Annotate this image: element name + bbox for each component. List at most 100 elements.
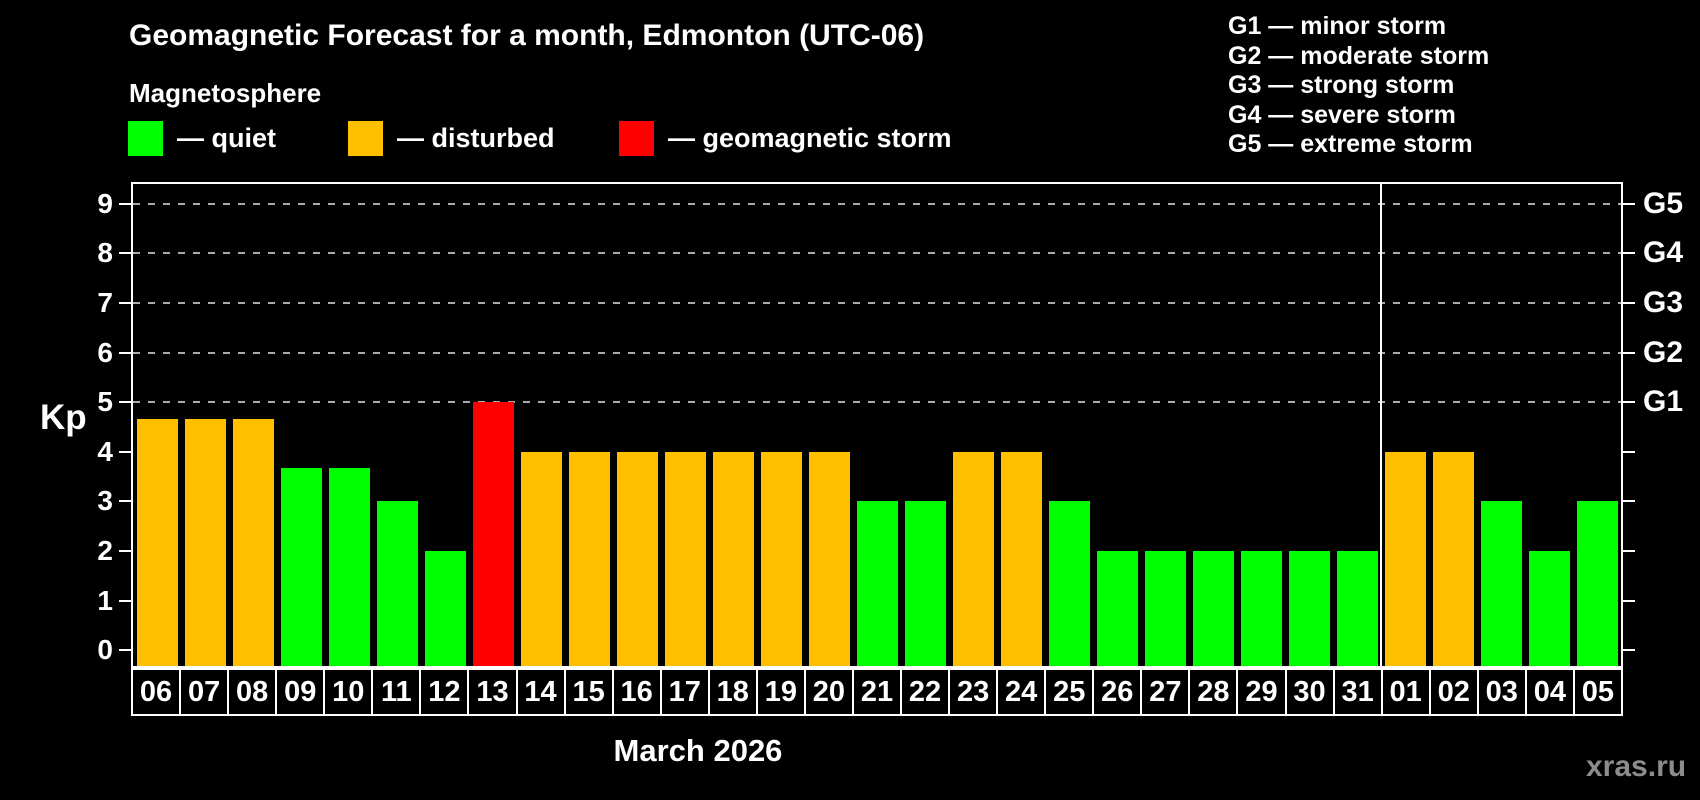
g5-legend-line: G5 — extreme storm [1228, 130, 1473, 159]
day-label-cell-17: 17 [659, 668, 710, 716]
kp-bar-day-31 [1336, 550, 1378, 666]
y-tick-left-9 [119, 202, 131, 205]
kp-bar-day-29 [1240, 550, 1282, 666]
g4-legend-line: G4 — severe storm [1228, 100, 1456, 129]
legend-label-quiet: — quiet [177, 122, 276, 153]
kp-bar-day-27 [1144, 550, 1186, 666]
kp-bar-day-15 [568, 451, 610, 666]
y-tick-right-3 [1623, 500, 1635, 503]
kp-bar-day-05 [1576, 501, 1618, 666]
y-tick-left-6 [119, 351, 131, 354]
kp-bar-day-03 [1480, 501, 1522, 666]
y-tick-label-3: 3 [97, 485, 113, 517]
day-label-cell-09: 09 [275, 668, 326, 716]
gridline-kp9 [133, 202, 1621, 205]
kp-bar-day-08 [232, 418, 274, 666]
kp-bar-day-21 [856, 501, 898, 666]
kp-bar-day-18 [712, 451, 754, 666]
y-tick-label-7: 7 [97, 287, 113, 318]
kp-bar-day-16 [616, 451, 658, 666]
kp-bar-day-19 [760, 451, 802, 666]
day-label-cell-28: 28 [1188, 668, 1239, 716]
month-separator [1380, 184, 1382, 666]
y-tick-label-9: 9 [97, 187, 113, 219]
day-label-cell-25: 25 [1044, 668, 1095, 716]
kp-bar-day-13 [472, 402, 514, 666]
y-tick-right-1 [1623, 599, 1635, 602]
g-scale-legend: G1 — minor storm G2 — moderate storm G3 … [1228, 12, 1489, 160]
day-label-cell-11: 11 [371, 668, 422, 716]
g-axis-label-G1: G1 [1643, 385, 1684, 419]
kp-bar-day-06 [136, 418, 178, 666]
day-label-cell-01: 01 [1380, 668, 1431, 716]
kp-bar-day-23 [952, 451, 994, 666]
kp-bar-day-12 [424, 550, 466, 666]
kp-bar-day-17 [664, 451, 706, 666]
day-label-cell-22: 22 [900, 668, 951, 716]
kp-bar-day-09 [280, 468, 322, 666]
day-label-cell-14: 14 [515, 668, 566, 716]
day-label-cell-08: 08 [227, 668, 278, 716]
kp-bar-day-11 [376, 501, 418, 666]
day-label-cell-02: 02 [1428, 668, 1479, 716]
legend-label-storm: — geomagnetic storm [668, 122, 952, 153]
y-tick-left-4 [119, 450, 131, 453]
y-tick-left-1 [119, 599, 131, 602]
page-title: Geomagnetic Forecast for a month, Edmont… [129, 19, 925, 52]
day-label-cell-10: 10 [323, 668, 374, 716]
g1-legend-line: G1 — minor storm [1228, 12, 1447, 40]
day-label-cell-03: 03 [1476, 668, 1527, 716]
kp-bar-day-30 [1288, 550, 1330, 666]
y-tick-label-2: 2 [97, 534, 113, 566]
kp-bar-day-01 [1384, 451, 1426, 666]
day-label-cell-30: 30 [1284, 668, 1335, 716]
kp-bar-day-22 [904, 501, 946, 666]
kp-bar-day-28 [1192, 550, 1234, 666]
day-label-cell-29: 29 [1236, 668, 1287, 716]
y-tick-label-1: 1 [97, 584, 113, 616]
day-label-cell-24: 24 [996, 668, 1047, 716]
x-axis-title: March 2026 [613, 733, 783, 768]
kp-bar-day-20 [808, 451, 850, 666]
kp-bar-day-10 [328, 468, 370, 666]
y-tick-left-7 [119, 302, 131, 304]
day-label-cell-31: 31 [1332, 668, 1383, 716]
y-tick-label-6: 6 [97, 336, 113, 368]
y-tick-left-8 [119, 252, 131, 255]
day-label-cell-26: 26 [1092, 668, 1143, 716]
kp-bar-day-07 [184, 418, 226, 666]
g-axis-label-G5: G5 [1643, 186, 1684, 220]
y-tick-right-6 [1623, 351, 1635, 354]
day-label-cell-18: 18 [707, 668, 758, 716]
g3-legend-line: G3 — strong storm [1228, 71, 1455, 100]
g2-legend-line: G2 — moderate storm [1228, 41, 1490, 70]
gridline-kp6 [133, 351, 1621, 354]
y-tick-label-8: 8 [97, 237, 113, 269]
day-label-cell-21: 21 [851, 668, 902, 716]
kp-bar-day-14 [520, 451, 562, 666]
y-tick-right-4 [1623, 450, 1635, 453]
g-axis-label-G2: G2 [1643, 335, 1684, 369]
day-label-cell-16: 16 [611, 668, 662, 716]
day-label-cell-15: 15 [563, 668, 614, 716]
day-label-cell-12: 12 [419, 668, 470, 716]
gridline-kp8 [133, 252, 1621, 255]
kp-bar-day-24 [1000, 451, 1042, 666]
y-tick-left-5 [119, 401, 131, 404]
y-tick-right-9 [1623, 202, 1635, 205]
day-label-cell-07: 07 [179, 668, 230, 716]
day-label-row: 06 07 08 09 10 11 12 13 14 15 16 17 18 19 20 21 22 23 24 25… [131, 668, 1623, 716]
y-tick-right-5 [1623, 401, 1635, 404]
y-tick-left-2 [119, 549, 131, 552]
kp-bar-day-25 [1048, 501, 1090, 666]
day-label-cell-04: 04 [1524, 668, 1575, 716]
legend-label-disturbed: — disturbed [397, 122, 555, 153]
legend-item-quiet: — quiet [128, 120, 276, 156]
legend-item-disturbed: — disturbed [348, 120, 555, 156]
y-tick-right-2 [1623, 549, 1635, 552]
day-label-cell-06: 06 [131, 668, 182, 716]
gridline-kp7 [133, 302, 1621, 304]
day-label-cell-23: 23 [948, 668, 999, 716]
day-label-cell-27: 27 [1140, 668, 1191, 716]
